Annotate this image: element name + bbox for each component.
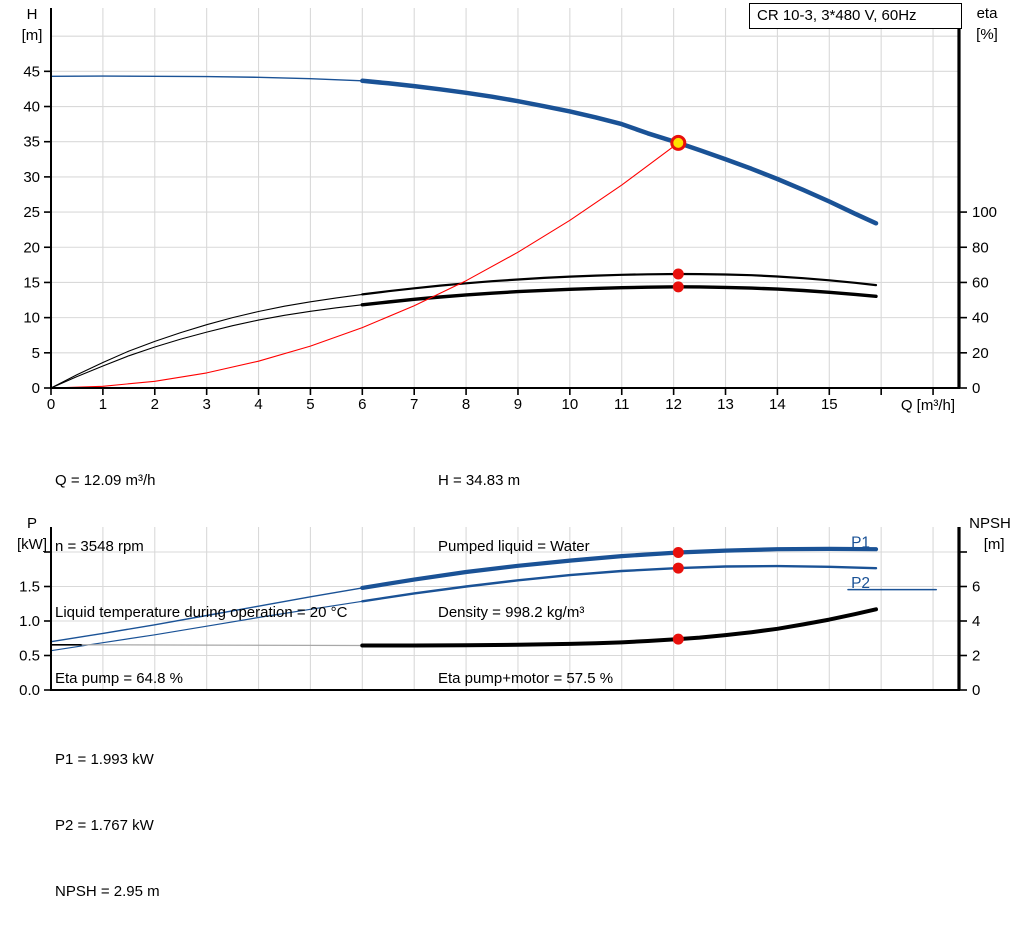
duty-annotation-left: Q = 12.09 m³/h n = 3548 rpm Liquid tempe… <box>55 426 347 734</box>
x-tick-label: 11 <box>614 396 630 413</box>
pump-curves-chart: 0 1 2 3 4 5 6 7 8 9 10 11 12 13 14 15051015202530354045… <box>19 8 997 699</box>
annotation-eta-pump: Eta pump = 64.8 % <box>55 670 183 687</box>
npsh-axis-label: NPSH [m] <box>969 515 1011 553</box>
hq-plot: 0 1 2 3 4 5 6 7 8 9 10 11 12 13 14 15051015202530354045… <box>23 8 997 413</box>
left-tick-label: 35 <box>23 134 40 151</box>
power-axes <box>50 527 961 691</box>
eta-axis-label: eta [%] <box>976 5 998 43</box>
right-tick-label: 2 <box>972 647 980 664</box>
right-tick-label: 60 <box>972 274 989 291</box>
hq-series-system-curve <box>50 142 679 389</box>
right-tick-label: 4 <box>972 613 980 630</box>
p1-dot <box>672 546 684 558</box>
x-tick-label: 6 <box>358 396 366 413</box>
hq-gridlines <box>51 8 959 388</box>
hq-series-eta-pump-motor-low-flow <box>50 304 363 389</box>
left-tick-label: 40 <box>23 99 40 116</box>
x-tick-label: 5 <box>306 396 314 413</box>
duty-point-marker <box>670 134 687 151</box>
annotation-speed: n = 3548 rpm <box>55 538 144 555</box>
right-tick-label: 40 <box>972 310 989 327</box>
npsh-dot <box>672 633 684 645</box>
hq-series-eta-pump-low-flow <box>50 293 363 389</box>
left-tick-label: 0 <box>32 380 40 397</box>
x-tick-label: 4 <box>254 396 262 413</box>
hq-ticks: 0 1 2 3 4 5 6 7 8 9 10 11 12 13 14 15051015202530354045… <box>23 63 997 413</box>
p-axis-label: P [kW] <box>17 515 47 553</box>
eta-pump-motor-dot <box>672 281 684 293</box>
left-tick-label: 15 <box>23 274 40 291</box>
q-axis-label: Q [m³/h] <box>900 397 955 414</box>
x-tick-label: 13 <box>717 396 734 413</box>
left-tick-label: 20 <box>23 239 40 256</box>
duty-annotation-right: H = 34.83 m Pumped liquid = Water Densit… <box>438 426 613 734</box>
annotation-eta-pump-motor: Eta pump+motor = 57.5 % <box>438 670 614 687</box>
x-tick-label: 1 <box>99 396 107 413</box>
h-axis-label: H [m] <box>21 6 43 44</box>
power-series-p1-low-flow <box>50 587 363 643</box>
x-tick-label: 15 <box>821 396 838 413</box>
right-tick-label: 20 <box>972 345 989 362</box>
x-tick-label: 0 <box>47 396 55 413</box>
left-tick-label: 0.5 <box>19 647 40 664</box>
x-tick-label: 2 <box>151 396 159 413</box>
power-series-p2-low-flow <box>50 600 363 652</box>
curve-label-p2: P2 <box>851 575 870 592</box>
right-tick-label: 0 <box>972 682 980 699</box>
hq-series-head <box>360 78 879 226</box>
right-tick-label: 80 <box>972 239 989 256</box>
left-tick-label: 1.5 <box>19 578 40 595</box>
x-tick-label: 10 <box>562 396 579 413</box>
left-tick-label: 10 <box>23 310 40 327</box>
annotation-density: Density = 998.2 kg/m³ <box>438 604 585 621</box>
left-tick-label: 1.0 <box>19 613 40 630</box>
pump-performance-panel: 0 1 2 3 4 5 6 7 8 9 10 11 12 13 14 15 0 5 10 15 20 25 30 35 40 45… <box>17 3 1011 900</box>
x-tick-label: 12 <box>665 396 682 413</box>
left-tick-label: 45 <box>23 63 40 80</box>
left-tick-label: 5 <box>32 345 40 362</box>
annotation-p1: P1 = 1.993 kW <box>55 751 154 768</box>
hq-series-eta-pump-motor <box>360 285 878 307</box>
annotation-q: Q = 12.09 m³/h <box>55 472 156 489</box>
right-tick-label: 100 <box>972 204 997 221</box>
x-tick-label: 9 <box>514 396 522 413</box>
annotation-pumped-liquid: Pumped liquid = Water <box>438 538 590 555</box>
annotation-liquid-temp: Liquid temperature during operation = 20… <box>55 604 348 621</box>
power-series-p1 <box>360 546 879 591</box>
power-series-npsh-low-flow <box>81 644 363 647</box>
left-tick-label: 25 <box>23 204 40 221</box>
hq-series-eta-pump <box>361 272 878 296</box>
x-tick-label: 8 <box>462 396 470 413</box>
curve-label-p1: P1 <box>851 535 870 552</box>
x-tick-label: 7 <box>410 396 418 413</box>
annotation-p2: P2 = 1.767 kW <box>55 817 154 834</box>
x-tick-label: 14 <box>769 396 786 413</box>
pump-model-title-box: CR 10-3, 3*480 V, 60Hz <box>749 3 962 29</box>
power-annotation: P1 = 1.993 kW P2 = 1.767 kW NPSH = 2.95 … <box>55 705 160 947</box>
x-tick-label: 3 <box>202 396 210 413</box>
left-tick-label: 30 <box>23 169 40 186</box>
hq-series-head-low-flow <box>50 75 363 82</box>
annotation-head: H = 34.83 m <box>438 472 521 489</box>
annotation-npsh: NPSH = 2.95 m <box>55 883 160 900</box>
power-series-p2 <box>361 564 878 603</box>
eta-pump-dot <box>672 268 684 280</box>
power-plot: 0.0 0.5 1.0 1.5 0 2 4 6 P1 P2 <box>19 527 980 699</box>
pump-model-title: CR 10-3, 3*480 V, 60Hz <box>757 7 917 24</box>
right-tick-label: 0 <box>972 380 980 397</box>
left-tick-label: 0.0 <box>19 682 40 699</box>
power-ticks: 0.0 0.5 1.0 1.5 0 2 4 6 <box>19 551 980 699</box>
p2-dot <box>672 562 684 574</box>
right-tick-label: 6 <box>972 578 980 595</box>
